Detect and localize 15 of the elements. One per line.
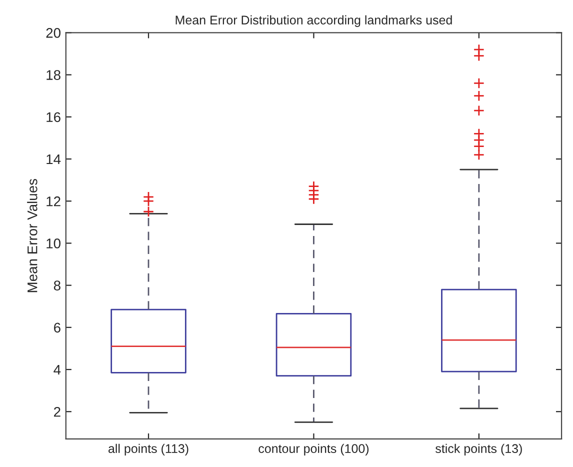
y-tick-label: 8 [54,280,60,290]
y-tick-label: 6 [54,322,60,333]
y-tick-label: 4 [54,364,61,375]
y-tick-label: 12 [46,196,60,206]
chart-title: Mean Error Distribution according landmarks used [176,15,452,27]
y-tick-label: 2 [54,406,60,417]
y-tick-label: 18 [46,70,60,80]
y-tick-label: 20 [46,28,60,38]
x-tick-label: contour points (100) [258,444,369,456]
y-axis-title: Mean Error Values [27,178,38,292]
y-tick-label: 10 [46,238,60,248]
y-tick-label: 14 [46,154,61,164]
x-tick-label: all points (113) [108,444,188,456]
x-tick-label: stick points (13) [436,444,522,456]
y-tick-label: 16 [46,112,60,122]
